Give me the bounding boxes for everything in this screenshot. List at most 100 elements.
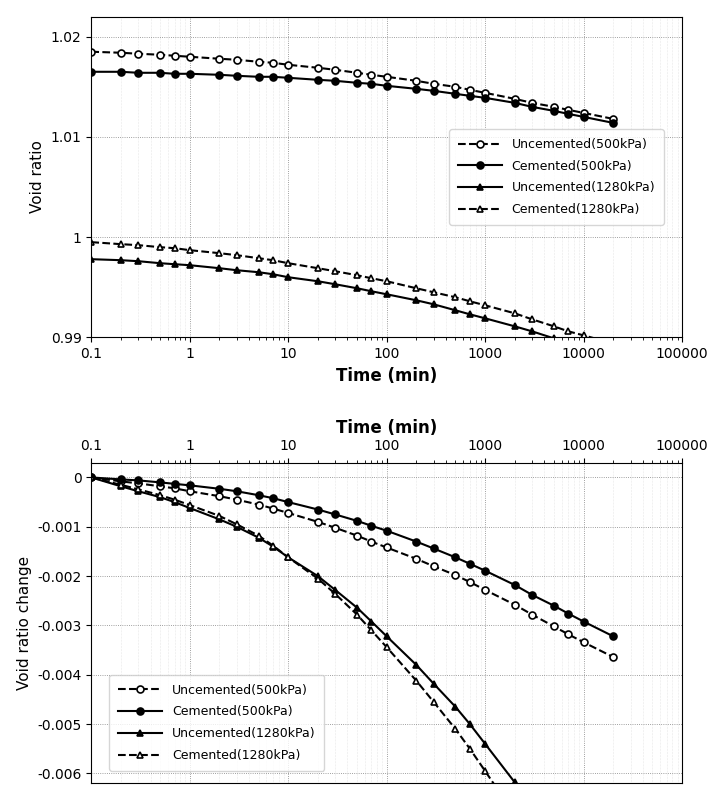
Cemented(500kPa) — [429, 86, 438, 96]
Cemented(1280kPa) — [412, 676, 420, 686]
Cemented(1280kPa) — [156, 490, 165, 500]
Uncemented(500kPa) — [465, 578, 474, 587]
Cemented(1280kPa) — [528, 314, 536, 324]
Cemented(1280kPa) — [254, 254, 263, 263]
Cemented(500kPa) — [170, 69, 179, 78]
Uncemented(500kPa) — [382, 72, 391, 82]
Cemented(1280kPa) — [269, 541, 278, 550]
Uncemented(500kPa) — [451, 82, 460, 92]
Cemented(1280kPa) — [352, 610, 361, 619]
Cemented(1280kPa) — [117, 239, 125, 249]
Line: Cemented(1280kPa): Cemented(1280kPa) — [88, 238, 617, 347]
Line: Uncemented(500kPa): Uncemented(500kPa) — [88, 48, 617, 122]
Uncemented(1280kPa) — [429, 299, 438, 309]
Uncemented(1280kPa) — [412, 660, 420, 670]
Uncemented(500kPa) — [451, 570, 460, 580]
Uncemented(500kPa) — [186, 52, 194, 62]
Cemented(1280kPa) — [579, 330, 588, 340]
Cemented(1280kPa) — [609, 338, 618, 348]
Cemented(1280kPa) — [284, 258, 293, 268]
Cemented(500kPa) — [367, 79, 376, 89]
Uncemented(500kPa) — [528, 98, 536, 108]
Uncemented(1280kPa) — [528, 326, 536, 336]
Uncemented(500kPa) — [609, 114, 618, 124]
Uncemented(500kPa) — [412, 76, 420, 86]
Uncemented(500kPa) — [254, 57, 263, 66]
Cemented(500kPa) — [465, 559, 474, 569]
Uncemented(500kPa) — [412, 554, 420, 564]
Line: Cemented(500kPa): Cemented(500kPa) — [88, 68, 617, 126]
Uncemented(500kPa) — [579, 108, 588, 118]
Uncemented(1280kPa) — [134, 486, 143, 496]
Uncemented(500kPa) — [117, 48, 125, 58]
Cemented(1280kPa) — [550, 322, 558, 331]
Cemented(1280kPa) — [284, 553, 293, 562]
Cemented(1280kPa) — [382, 642, 391, 652]
Cemented(500kPa) — [382, 81, 391, 90]
Cemented(500kPa) — [254, 72, 263, 82]
Uncemented(500kPa) — [170, 51, 179, 61]
Uncemented(1280kPa) — [186, 261, 194, 270]
Line: Cemented(500kPa): Cemented(500kPa) — [88, 474, 617, 640]
Cemented(500kPa) — [564, 609, 573, 618]
Uncemented(500kPa) — [550, 102, 558, 112]
Line: Uncemented(1280kPa): Uncemented(1280kPa) — [88, 474, 617, 800]
Cemented(500kPa) — [579, 617, 588, 626]
Cemented(1280kPa) — [134, 485, 143, 494]
Cemented(500kPa) — [481, 566, 489, 575]
Uncemented(1280kPa) — [313, 277, 322, 286]
Uncemented(1280kPa) — [87, 254, 96, 264]
Uncemented(1280kPa) — [254, 533, 263, 542]
Uncemented(1280kPa) — [481, 739, 489, 749]
Uncemented(500kPa) — [429, 562, 438, 571]
X-axis label: Time (min): Time (min) — [336, 366, 437, 385]
Cemented(1280kPa) — [465, 297, 474, 306]
Uncemented(1280kPa) — [87, 473, 96, 482]
Cemented(500kPa) — [284, 498, 293, 507]
Uncemented(500kPa) — [579, 638, 588, 647]
Cemented(500kPa) — [186, 481, 194, 490]
Cemented(1280kPa) — [186, 246, 194, 255]
Cemented(1280kPa) — [367, 274, 376, 283]
Uncemented(1280kPa) — [117, 482, 125, 491]
Cemented(1280kPa) — [134, 240, 143, 250]
Cemented(1280kPa) — [465, 744, 474, 754]
Legend: Uncemented(500kPa), Cemented(500kPa), Uncemented(1280kPa), Cemented(1280kPa): Uncemented(500kPa), Cemented(500kPa), Un… — [449, 129, 664, 225]
Uncemented(500kPa) — [564, 105, 573, 114]
Uncemented(1280kPa) — [134, 256, 143, 266]
Uncemented(1280kPa) — [170, 498, 179, 507]
Cemented(500kPa) — [134, 68, 143, 78]
Uncemented(1280kPa) — [284, 273, 293, 282]
Cemented(1280kPa) — [429, 287, 438, 297]
Uncemented(500kPa) — [117, 477, 125, 486]
Cemented(1280kPa) — [170, 243, 179, 253]
Uncemented(500kPa) — [367, 70, 376, 79]
Uncemented(1280kPa) — [382, 290, 391, 299]
Cemented(1280kPa) — [352, 270, 361, 280]
Line: Cemented(1280kPa): Cemented(1280kPa) — [88, 474, 617, 800]
Cemented(500kPa) — [429, 544, 438, 554]
Uncemented(1280kPa) — [331, 585, 339, 594]
Uncemented(500kPa) — [215, 54, 224, 63]
Cemented(1280kPa) — [87, 238, 96, 247]
Cemented(500kPa) — [233, 71, 241, 81]
Cemented(1280kPa) — [186, 500, 194, 510]
Uncemented(1280kPa) — [331, 279, 339, 289]
Cemented(500kPa) — [550, 601, 558, 610]
Uncemented(500kPa) — [233, 495, 241, 505]
Cemented(500kPa) — [465, 91, 474, 101]
Uncemented(500kPa) — [233, 55, 241, 65]
Cemented(500kPa) — [156, 478, 165, 487]
Uncemented(1280kPa) — [510, 778, 519, 787]
Cemented(1280kPa) — [215, 248, 224, 258]
Legend: Uncemented(500kPa), Cemented(500kPa), Uncemented(1280kPa), Cemented(1280kPa): Uncemented(500kPa), Cemented(500kPa), Un… — [109, 675, 324, 770]
Uncemented(500kPa) — [186, 486, 194, 496]
Uncemented(500kPa) — [481, 585, 489, 594]
Cemented(500kPa) — [564, 109, 573, 118]
Uncemented(1280kPa) — [156, 492, 165, 502]
Uncemented(1280kPa) — [284, 553, 293, 562]
Uncemented(500kPa) — [134, 478, 143, 488]
Uncemented(1280kPa) — [352, 603, 361, 613]
Uncemented(500kPa) — [87, 47, 96, 57]
Cemented(500kPa) — [156, 68, 165, 78]
